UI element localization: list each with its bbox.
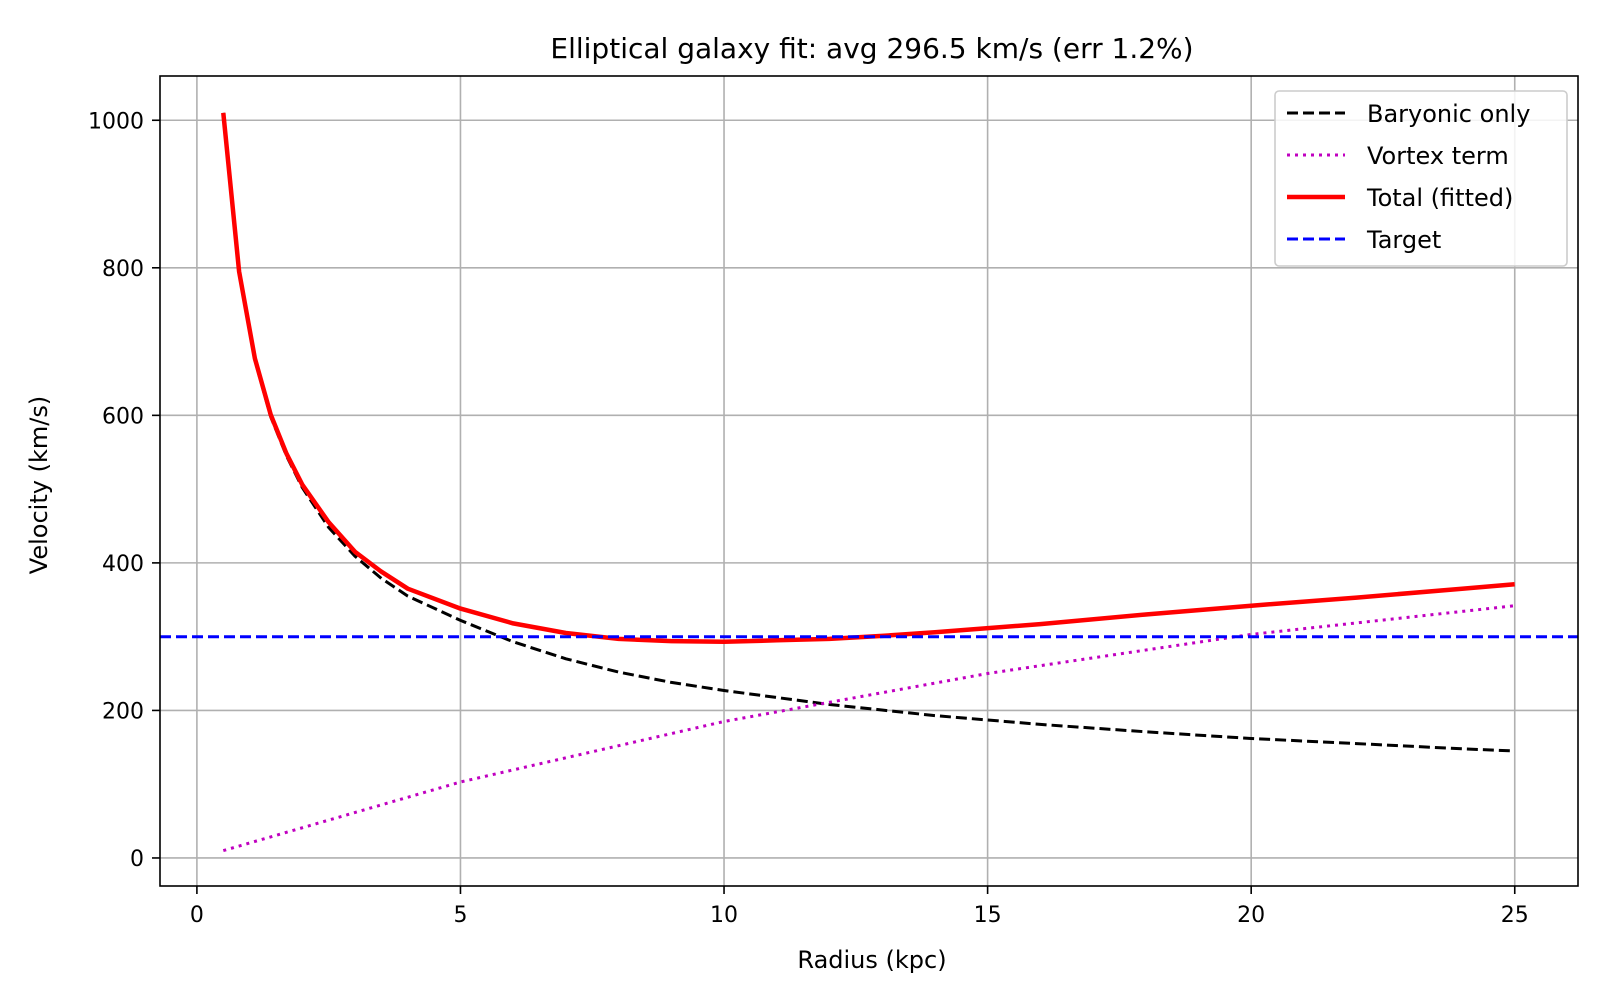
y-tick-label: 600	[102, 404, 144, 429]
x-axis-label: Radius (kpc)	[797, 946, 946, 974]
legend: Baryonic only Vortex term Total (fitted) Ta…	[1274, 90, 1568, 267]
y-axis-label: Velocity (km/s)	[25, 396, 53, 574]
y-tick-label: 800	[102, 257, 144, 282]
y-tick-label: 0	[130, 847, 144, 872]
series-layer	[160, 112, 1578, 853]
x-tick-label: 25	[1501, 903, 1529, 928]
legend-label: Baryonic only	[1367, 100, 1530, 128]
y-tick-label: 200	[102, 699, 144, 724]
ticks-layer: 0 5 10 15 20 25 0 200 400 600 800 1000	[88, 109, 1529, 928]
x-tick-label: 5	[453, 903, 467, 928]
y-tick-label: 1000	[88, 109, 144, 134]
x-tick-label: 10	[710, 903, 738, 928]
x-tick-label: 20	[1237, 903, 1265, 928]
legend-box	[1274, 90, 1568, 267]
chart-title: Elliptical galaxy fit: avg 296.5 km/s (e…	[550, 32, 1193, 65]
legend-label: Total (fitted)	[1366, 184, 1513, 212]
plot-frame	[159, 75, 1579, 887]
y-tick-label: 400	[102, 552, 144, 577]
series-line-vortex-term	[222, 604, 1515, 853]
legend-label: Vortex term	[1367, 142, 1509, 170]
legend-label: Target	[1366, 226, 1441, 254]
x-tick-label: 0	[190, 903, 204, 928]
x-tick-label: 15	[974, 903, 1002, 928]
